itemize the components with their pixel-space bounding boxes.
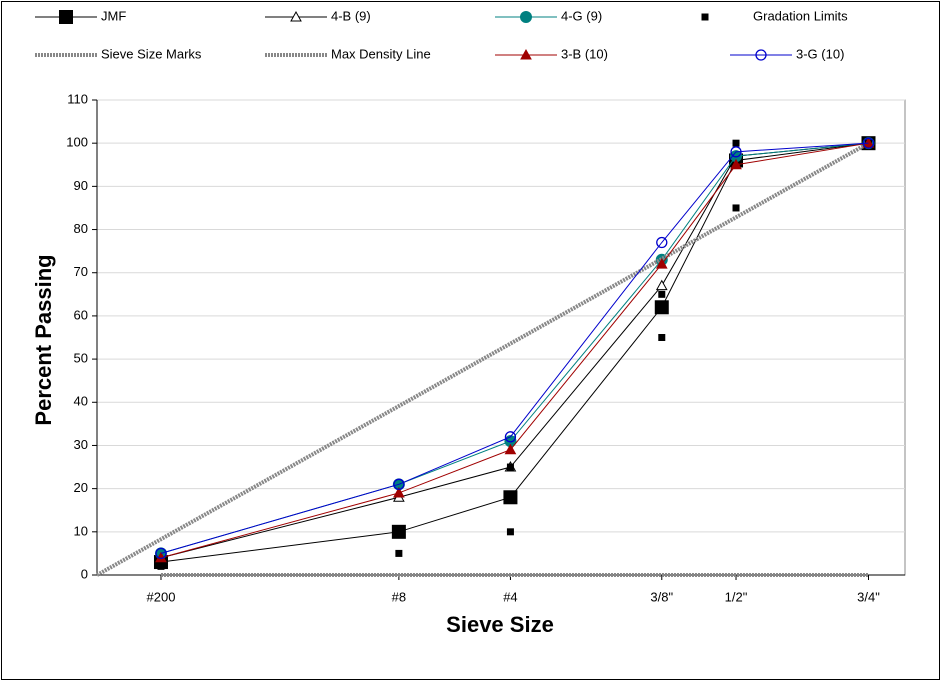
legend-label: 3-B (10) — [561, 46, 608, 61]
marker — [504, 443, 517, 455]
marker — [656, 236, 668, 249]
series-line — [160, 142, 869, 563]
x-tick-label: #200 — [147, 589, 176, 604]
plot-area — [96, 99, 906, 576]
y-tick-label: 30 — [74, 437, 88, 452]
legend-marker — [59, 10, 73, 24]
legend-marker — [520, 48, 532, 60]
marker — [506, 463, 514, 471]
y-tick-label: 0 — [81, 566, 88, 581]
y-axis-title: Percent Passing — [31, 254, 56, 425]
marker — [395, 549, 403, 557]
y-tick-label: 90 — [74, 178, 88, 193]
marker — [730, 150, 743, 163]
marker — [654, 300, 669, 315]
legend-marker — [755, 49, 767, 61]
marker — [732, 139, 740, 147]
legend-label: Sieve Size Marks — [101, 46, 202, 61]
y-tick-label: 70 — [74, 264, 88, 279]
marker — [155, 547, 167, 560]
marker — [503, 490, 518, 505]
marker — [393, 486, 405, 498]
legend-marker — [290, 10, 302, 22]
marker — [658, 290, 666, 298]
legend-marker — [701, 13, 709, 21]
legend-label: Gradation Limits — [753, 8, 848, 23]
marker — [655, 279, 668, 291]
marker — [730, 158, 742, 170]
x-axis-title: Sieve Size — [446, 612, 554, 637]
legend-label: Max Density Line — [331, 46, 431, 61]
marker — [393, 478, 405, 490]
legend-label: 3-G (10) — [796, 46, 844, 61]
marker — [862, 137, 875, 149]
series-line — [160, 142, 869, 559]
marker — [862, 137, 875, 148]
x-tick-label: 1/2" — [725, 589, 748, 604]
reference-line — [96, 141, 870, 577]
legend-label: JMF — [101, 8, 126, 23]
marker — [506, 528, 514, 536]
legend-label: 4-B (9) — [331, 8, 371, 23]
x-tick-label: 3/8" — [650, 589, 673, 604]
legend-marker — [520, 11, 532, 23]
y-tick-label: 10 — [74, 523, 88, 538]
marker — [658, 334, 666, 341]
series-line — [160, 142, 869, 554]
x-tick-label: #8 — [392, 589, 406, 604]
marker — [157, 562, 165, 570]
y-tick-label: 110 — [67, 91, 88, 106]
marker — [655, 258, 668, 269]
marker — [504, 431, 517, 443]
y-tick-label: 60 — [74, 307, 88, 322]
legend-label: 4-G (9) — [561, 8, 602, 23]
y-tick-label: 100 — [66, 135, 88, 150]
y-tick-label: 20 — [74, 480, 88, 495]
y-tick-label: 40 — [74, 394, 88, 409]
marker — [391, 524, 406, 539]
x-tick-label: 3/4" — [857, 589, 880, 604]
x-tick-label: #4 — [503, 589, 517, 604]
y-tick-label: 80 — [74, 221, 88, 236]
y-tick-label: 50 — [74, 351, 88, 366]
marker — [732, 204, 740, 212]
marker — [730, 146, 742, 158]
